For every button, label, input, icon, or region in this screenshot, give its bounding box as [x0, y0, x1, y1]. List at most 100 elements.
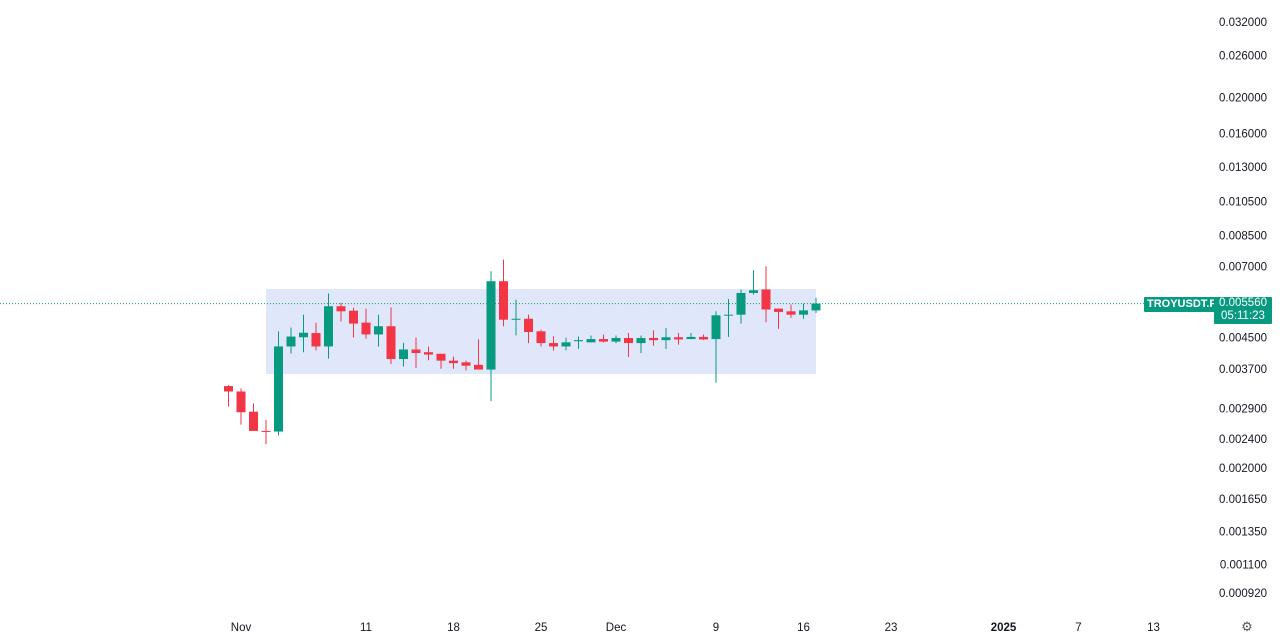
candle: [361, 308, 371, 339]
candle: [811, 297, 821, 313]
candle-body: [411, 349, 421, 354]
candle: [274, 331, 283, 436]
candle-body: [274, 346, 283, 432]
candle-body: [349, 310, 358, 324]
candle-body: [736, 292, 746, 315]
price-tick-label: 0.008500: [1219, 230, 1267, 242]
time-tick-label: 23: [885, 622, 898, 634]
candle: [549, 336, 558, 351]
candle-body: [524, 318, 533, 333]
time-tick-label: 11: [360, 622, 372, 634]
candle-body: [436, 353, 446, 361]
candle: [399, 342, 408, 367]
price-axis[interactable]: 0.032000 0.026000 0.020000 0.016000 0.013000…: [1219, 17, 1267, 600]
price-tick-label: 0.026000: [1219, 50, 1267, 62]
candle-body: [474, 364, 483, 370]
candle-body: [749, 290, 758, 293]
candle-body: [599, 339, 608, 342]
candle-body: [549, 343, 558, 347]
candle-body: [724, 314, 733, 316]
candle-body: [486, 281, 496, 370]
candle-body: [499, 281, 508, 320]
candle: [674, 333, 683, 345]
price-tick-label: 0.002000: [1219, 463, 1267, 475]
candle-body: [611, 337, 621, 342]
price-tick-label: 0.020000: [1219, 93, 1267, 105]
candle-body: [299, 332, 308, 338]
candle-body: [786, 311, 796, 315]
candle-body: [699, 336, 708, 340]
price-tick-label: 0.001350: [1219, 526, 1267, 538]
price-tick-label: 0.001100: [1220, 559, 1267, 571]
candle: [699, 334, 708, 341]
bar-countdown: 05:11:23: [1221, 310, 1265, 322]
candle: [736, 289, 746, 324]
candle: [224, 385, 233, 407]
candle-body: [224, 386, 233, 392]
candle-body: [811, 303, 821, 311]
candle: [386, 307, 396, 364]
candle: [461, 360, 471, 371]
candle-body: [449, 360, 458, 364]
price-tick-label: 0.010500: [1219, 196, 1267, 208]
candle: [524, 314, 533, 344]
candle: [261, 419, 271, 445]
candle-body: [249, 411, 258, 431]
candle: [624, 333, 633, 357]
candle: [449, 356, 458, 369]
candle-body: [536, 331, 546, 344]
candle: [724, 299, 733, 337]
candle: [574, 336, 583, 349]
candle: [599, 334, 608, 343]
price-tick-label: 0.001650: [1219, 494, 1267, 506]
time-axis[interactable]: Nov 11 18 25 Dec 9 16 23 2025 7 13: [231, 622, 1160, 634]
candle: [336, 302, 346, 322]
candle-body: [711, 315, 721, 340]
candle: [249, 403, 258, 431]
candle: [324, 293, 333, 359]
candle: [536, 329, 546, 347]
candle: [411, 337, 421, 368]
candle: [499, 259, 508, 327]
candle: [786, 304, 796, 318]
candle-body: [361, 322, 371, 335]
time-tick-label: 9: [713, 622, 719, 634]
gear-icon[interactable]: ⚙: [1241, 619, 1253, 634]
candle-body: [774, 308, 783, 312]
candle-body: [586, 339, 596, 343]
candle-body: [386, 326, 396, 360]
candle-body: [286, 336, 296, 347]
candle-body: [374, 326, 383, 335]
candle: [799, 303, 808, 319]
candle: [749, 270, 758, 295]
candle-body: [561, 342, 571, 347]
price-tick-label: 0.002900: [1219, 403, 1267, 415]
price-tick-label: 0.002400: [1219, 434, 1267, 446]
candle-body: [574, 340, 583, 342]
time-tick-label: 25: [535, 622, 548, 634]
candle-body: [661, 337, 671, 341]
candle-body: [311, 333, 321, 347]
candle: [774, 308, 783, 329]
price-tick-label: 0.013000: [1219, 162, 1267, 174]
candle: [611, 335, 621, 344]
candles-layer: [224, 259, 821, 445]
time-tick-label: 13: [1147, 622, 1160, 634]
candle: [561, 337, 571, 351]
candle-body: [674, 337, 683, 340]
candle: [661, 327, 671, 350]
price-tick-label: 0.016000: [1219, 129, 1267, 141]
candle: [586, 335, 596, 343]
candle-body: [261, 430, 271, 432]
candle: [486, 271, 496, 402]
price-tick-label: 0.007000: [1219, 262, 1267, 274]
candle: [299, 314, 308, 353]
candle: [436, 353, 446, 369]
candle-body: [761, 289, 771, 310]
candle-body: [799, 310, 808, 315]
time-tick-label: Dec: [606, 622, 627, 634]
time-tick-label: 18: [447, 622, 460, 634]
candle-body: [324, 306, 333, 347]
candle: [374, 314, 383, 347]
